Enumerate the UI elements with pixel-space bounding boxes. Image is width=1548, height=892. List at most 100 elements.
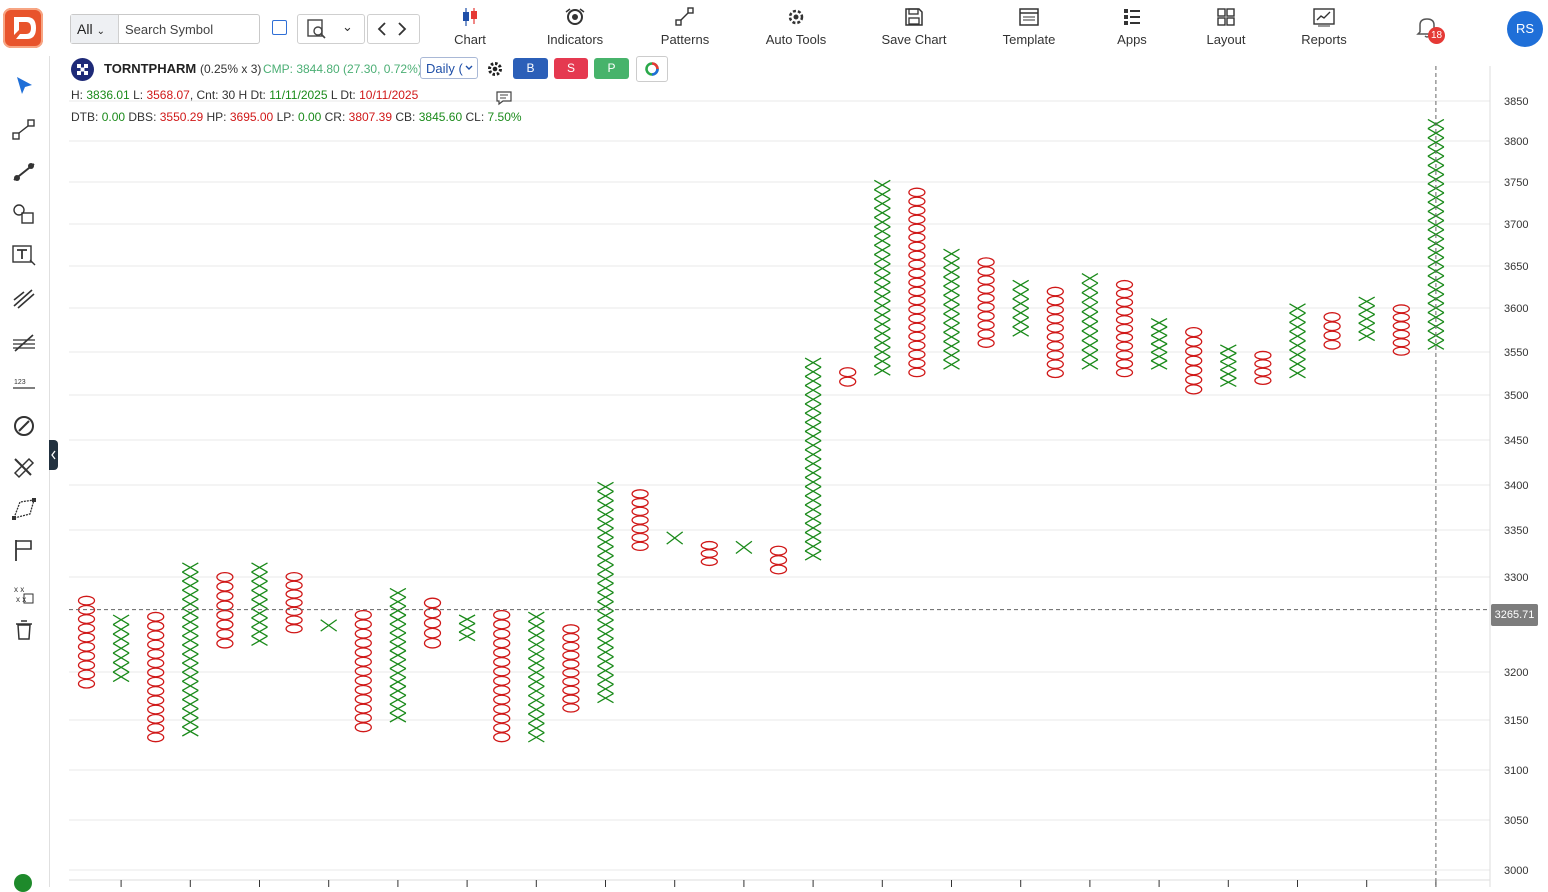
avatar[interactable]: RS [1507,11,1543,47]
measure-icon[interactable]: 123 [10,370,38,398]
line-tool-icon[interactable] [10,116,38,144]
buy-button[interactable]: B [513,58,548,79]
o-mark [769,555,788,566]
o-mark [908,268,926,279]
x-mark [1150,360,1168,370]
nav-template[interactable]: Template [1000,6,1058,52]
o-mark [562,650,580,660]
o-mark [285,606,303,617]
x-mark [804,458,822,469]
polyline-icon[interactable] [10,496,38,524]
flag-icon[interactable] [10,536,38,564]
o-mark [1323,339,1341,350]
x-mark [873,346,891,358]
o-mark [1392,321,1410,331]
x-mark [1289,340,1306,351]
cursor-icon[interactable] [10,72,38,100]
o-mark [1115,332,1134,343]
o-mark [908,232,926,243]
trend-line-icon[interactable] [10,158,38,186]
pnf-o-column [423,597,442,649]
pnf-o-column [908,187,926,378]
comment-icon[interactable] [495,90,513,106]
nav-layout[interactable]: Layout [1204,6,1248,52]
o-mark [216,619,234,630]
chevron-left-icon[interactable] [375,21,389,37]
search-filter-select[interactable]: All ⌄ [71,15,119,43]
shapes-icon[interactable] [10,200,38,228]
channel-icon[interactable] [10,328,38,356]
nav-auto-tools[interactable]: Auto Tools [760,6,832,52]
pnf-o-column [562,624,580,713]
nav-apps[interactable]: Apps [1112,6,1152,52]
o-mark [1115,279,1134,290]
app-logo[interactable] [3,8,43,48]
x-mark [1150,334,1168,345]
x-mark [1427,247,1445,258]
hp-label: HP: [206,110,227,124]
o-mark [631,541,649,552]
p-button[interactable]: P [594,58,629,79]
x-mark [597,647,614,658]
symbol-name: TORNTPHARM [104,61,197,76]
chevron-down-icon: ⌄ [342,19,353,34]
fork-icon[interactable] [10,284,38,312]
o-mark [147,704,165,715]
pnf-x-column [666,531,684,545]
o-mark [493,713,511,724]
nav-chart[interactable]: Chart [440,6,500,52]
pnf-grid-icon[interactable]: x xx x [10,580,38,608]
pnf-chart[interactable]: 3000 3050 3100 3150 3200 3300 3350 3400 3450 3500… [0,56,1548,887]
o-mark [908,196,926,207]
o-mark [493,722,511,733]
search-input[interactable] [123,17,257,41]
x-mark [943,248,960,259]
stats-row-2: DTB: 0.00 DBS: 3550.29 HP: 3695.00 LP: 0… [71,110,522,124]
scan-dropdown[interactable]: ⌄ [297,14,365,44]
o-mark [1046,332,1064,342]
x-mark [389,694,407,705]
o-mark [908,250,926,261]
compare-checkbox[interactable] [272,20,287,35]
x-mark [1012,326,1030,337]
x-mark [1427,164,1445,176]
interval-select[interactable]: Daily ( [420,57,478,79]
cycle-icon[interactable] [10,412,38,440]
o-mark [493,609,511,621]
o-mark [562,659,580,669]
x-mark [251,608,268,619]
o-mark [354,684,372,695]
nav-save-chart[interactable]: Save Chart [880,6,948,52]
o-mark [908,349,926,360]
o-mark [700,549,718,558]
o-mark [147,658,165,669]
nav-indicators[interactable]: Indicators [540,6,610,52]
x-mark [181,635,199,646]
color-picker-button[interactable] [636,56,668,82]
x-mark [597,619,614,630]
x-mark [943,322,960,333]
x-mark [1427,137,1445,148]
sell-button[interactable]: S [554,58,588,79]
ruler-pencil-icon[interactable] [10,452,38,480]
o-mark [1185,327,1203,338]
o-mark [631,506,649,517]
nav-patterns[interactable]: Patterns [655,6,715,52]
crosshair-price-tag: 3265.71 [1491,604,1538,626]
sidebar-collapse-handle[interactable] [49,440,58,470]
x-mark [181,689,199,701]
nav-reports[interactable]: Reports [1296,6,1352,52]
x-mark [943,304,960,315]
text-tool-icon[interactable] [10,242,38,270]
y-tick-label: 3700 [1504,219,1528,231]
trash-icon[interactable] [10,616,38,644]
chevron-right-icon[interactable] [395,21,409,37]
low-value: 3568.07 [146,88,190,102]
x-mark [804,467,822,478]
o-mark [354,656,372,667]
gear-icon[interactable] [486,60,504,78]
x-mark [181,598,199,610]
pnf-o-column [493,609,511,743]
o-mark [1046,359,1064,370]
x-mark [181,726,199,737]
